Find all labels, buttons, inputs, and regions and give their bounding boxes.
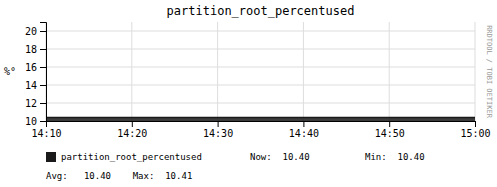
y-tick: 16 <box>25 62 46 73</box>
x-axis-line <box>47 122 476 128</box>
y-axis: 10 12 14 16 18 20 <box>25 23 47 127</box>
x-tick: 15:00 <box>460 121 490 139</box>
x-tick: 14:10 <box>31 121 61 139</box>
grid-line-y <box>46 49 475 50</box>
y-tick: 20 <box>25 26 46 37</box>
x-tick: 14:30 <box>203 121 233 139</box>
x-tick-mark <box>303 121 304 127</box>
marks <box>46 117 475 121</box>
grid-line-x <box>217 22 218 121</box>
x-tick: 14:50 <box>375 121 405 139</box>
y-tick-mark <box>40 67 46 68</box>
chart: 10 12 14 16 18 20 14:10 14:20 14:30 14:40 14:50 15:… <box>0 0 497 187</box>
plot: 10 12 14 16 18 20 14:10 14:20 14:30 14:40 14:50 15:… <box>25 22 491 139</box>
line <box>46 117 475 119</box>
x-tick-label: 15:00 <box>460 128 490 139</box>
annotation: Avg: 10.40 Max: 10.41 <box>46 171 192 181</box>
legend-swatch <box>46 152 56 162</box>
y-tick: 14 <box>25 80 46 91</box>
x-tick-label: 14:50 <box>375 128 405 139</box>
watermark: RRDTOOL / TOBI OETIKER <box>485 25 493 119</box>
y-tick-mark <box>40 31 46 32</box>
x-tick-label: 14:40 <box>289 128 319 139</box>
grid-line-y <box>46 67 475 68</box>
legend-label: partition_root_percentused <box>61 152 202 162</box>
legend: partition_root_percentused <box>46 152 202 163</box>
grid-line-y <box>46 85 475 86</box>
x-tick: 14:20 <box>117 121 147 139</box>
title: partition_root_percentused <box>167 4 355 18</box>
grid-line-x <box>475 22 476 121</box>
x-tick-mark <box>475 121 476 127</box>
grid <box>46 22 475 121</box>
y-tick-label: 18 <box>25 44 37 55</box>
y-tick-label: 12 <box>25 98 37 109</box>
grid-line-y <box>46 103 475 104</box>
y-tick-mark <box>40 103 46 104</box>
y-tick-mark <box>40 49 46 50</box>
y-tick-label: 14 <box>25 80 37 91</box>
grid-line-x <box>389 22 390 121</box>
annotation: Min: 10.40 <box>365 152 425 162</box>
y-tick: 18 <box>25 44 46 55</box>
x-tick-mark <box>389 121 390 127</box>
y-axis-title: %° <box>4 66 16 77</box>
x-tick-label: 14:30 <box>203 128 233 139</box>
grid-line-x <box>131 22 132 121</box>
x-tick-mark <box>218 121 219 127</box>
y-tick-mark <box>40 121 46 122</box>
annotation: Now: 10.40 <box>250 152 310 162</box>
y-tick: 10 <box>25 116 46 127</box>
x-tick: 14:40 <box>289 121 319 139</box>
grid-line-y <box>46 31 475 32</box>
y-tick-mark <box>40 85 46 86</box>
x-tick-label: 14:10 <box>31 128 61 139</box>
grid-line-x <box>303 22 304 121</box>
y-tick-label: 20 <box>25 26 37 37</box>
x-tick-label: 14:20 <box>117 128 147 139</box>
area <box>46 117 475 121</box>
y-tick-label: 16 <box>25 62 37 73</box>
x-axis: 14:10 14:20 14:30 14:40 14:50 15:00 <box>31 121 490 139</box>
x-tick-mark <box>132 121 133 127</box>
x-tick-mark <box>46 121 47 127</box>
y-tick: 12 <box>25 98 46 109</box>
y-axis-line <box>40 23 47 122</box>
y-tick-label: 10 <box>25 116 37 127</box>
